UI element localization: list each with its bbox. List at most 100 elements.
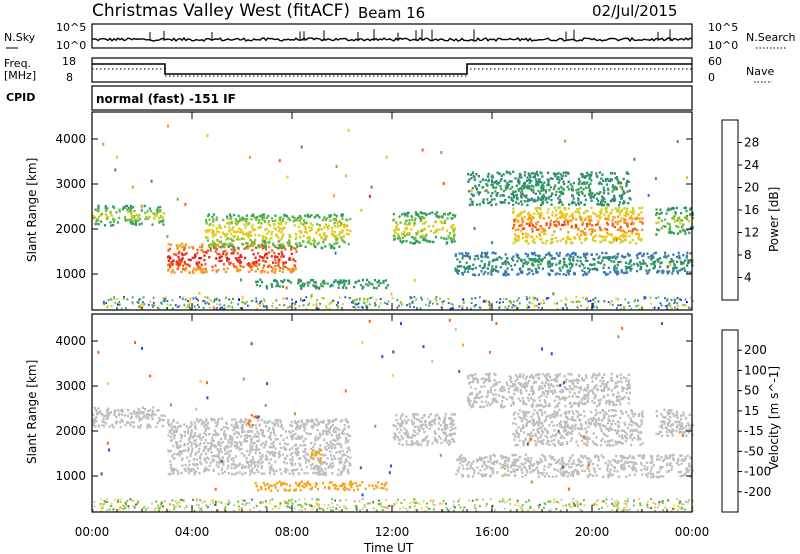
- scatter-cell: [114, 422, 117, 425]
- noise-cell: [259, 301, 261, 304]
- scatter-cell: [263, 220, 267, 224]
- scatter-cell: [677, 251, 680, 255]
- scatter-cell: [305, 484, 308, 488]
- sparse-cell: [303, 284, 305, 288]
- scatter-cell: [490, 273, 493, 276]
- scatter-cell: [247, 245, 250, 249]
- scatter-cell: [413, 430, 416, 434]
- scatter-cell: [675, 266, 678, 269]
- scatter-cell: [420, 229, 423, 233]
- scatter-cell: [168, 265, 172, 269]
- scatter-cell: [555, 190, 558, 193]
- scatter-cell: [617, 220, 620, 223]
- scatter-cell: [464, 267, 467, 271]
- scatter-cell: [538, 215, 541, 218]
- scatter-cell: [232, 252, 235, 255]
- scatter-cell: [445, 438, 448, 442]
- scatter-cell: [323, 486, 326, 489]
- scatter-cell: [100, 220, 103, 223]
- noise-cell: [450, 307, 453, 310]
- scatter-cell: [636, 256, 639, 260]
- scatter-cell: [576, 208, 579, 211]
- scatter-cell: [606, 231, 609, 235]
- scatter-cell: [422, 427, 425, 431]
- scatter-cell: [271, 454, 274, 457]
- scatter-cell: [223, 431, 226, 435]
- scatter-cell: [584, 198, 587, 202]
- scatter-cell: [274, 447, 277, 450]
- noise-cell: [461, 307, 464, 310]
- scatter-cell: [271, 451, 275, 454]
- scatter-cell: [310, 456, 313, 460]
- scatter-cell: [267, 230, 271, 233]
- scatter-cell: [271, 285, 274, 288]
- scatter-cell: [268, 245, 271, 249]
- scatter-cell: [615, 186, 618, 189]
- scatter-cell: [232, 235, 235, 238]
- scatter-cell: [171, 454, 174, 458]
- scatter-cell: [130, 214, 133, 218]
- noise-cell: [295, 300, 297, 303]
- scatter-cell: [134, 222, 137, 225]
- scatter-cell: [519, 191, 523, 194]
- scatter-cell: [530, 258, 533, 261]
- scatter-cell: [588, 190, 591, 193]
- noise-cell: [484, 300, 487, 303]
- scatter-cell: [602, 189, 605, 192]
- scatter-cell: [418, 241, 421, 244]
- scatter-cell: [682, 261, 685, 264]
- scatter-cell: [562, 171, 565, 174]
- scatter-cell: [177, 445, 180, 448]
- scatter-cell: [628, 196, 631, 200]
- scatter-cell: [676, 260, 679, 264]
- scatter-cell: [527, 214, 530, 217]
- scatter-cell: [332, 455, 336, 458]
- scatter-cell: [306, 480, 309, 484]
- cpid-panel: CPID normal (fast) -151 IF: [6, 85, 693, 111]
- noise-cell: [113, 298, 116, 300]
- scatter-cell: [274, 434, 277, 437]
- scatter-cell: [689, 271, 692, 274]
- scatter-cell: [319, 473, 322, 476]
- noise-cell: [179, 296, 181, 299]
- scatter-cell: [520, 259, 523, 262]
- scatter-cell: [94, 419, 98, 423]
- scatter-cell: [534, 178, 538, 181]
- scatter-cell: [612, 216, 615, 219]
- scatter-cell: [259, 278, 262, 281]
- scatter-cell: [511, 259, 515, 262]
- scatter-cell: [183, 260, 186, 264]
- scatter-cell: [311, 449, 315, 452]
- scatter-cell: [404, 226, 407, 230]
- scatter-cell: [167, 249, 170, 252]
- scatter-cell: [321, 285, 324, 288]
- scatter-cell: [203, 441, 206, 445]
- scatter-cell: [616, 228, 619, 232]
- scatter-cell: [448, 433, 451, 436]
- scatter-cell: [169, 439, 172, 442]
- scatter-cell: [230, 438, 233, 441]
- scatter-cell: [398, 424, 402, 428]
- scatter-cell: [631, 229, 634, 232]
- scatter-cell: [226, 259, 229, 262]
- scatter-cell: [500, 177, 503, 181]
- scatter-cell: [548, 273, 551, 277]
- scatter-cell: [481, 267, 484, 270]
- scatter-cell: [217, 465, 220, 469]
- noise-cell: [206, 296, 209, 299]
- scatter-cell: [218, 224, 221, 227]
- scatter-cell: [412, 429, 416, 432]
- scatter-cell: [421, 234, 424, 237]
- scatter-cell: [615, 271, 618, 274]
- scatter-cell: [419, 443, 422, 447]
- scatter-cell: [691, 226, 694, 230]
- scatter-cell: [467, 375, 470, 378]
- scatter-cell: [290, 424, 293, 428]
- scatter-cell: [257, 459, 260, 462]
- scatter-cell: [510, 192, 513, 196]
- scatter-cell: [540, 227, 543, 230]
- sparse-cell: [345, 174, 347, 178]
- scatter-cell: [556, 373, 559, 377]
- scatter-cell: [290, 469, 294, 472]
